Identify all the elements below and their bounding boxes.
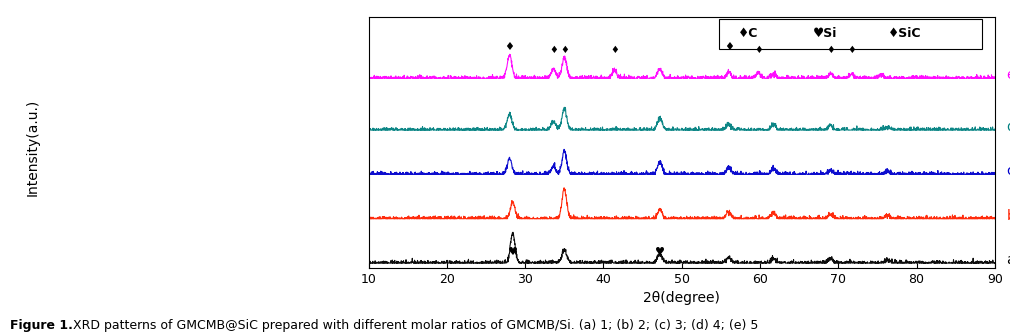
Text: ♦: ♦ (610, 45, 619, 55)
Text: ♥: ♥ (654, 247, 665, 257)
Text: ♦: ♦ (826, 45, 835, 55)
Text: ♦C: ♦C (738, 26, 759, 40)
Text: ♥: ♥ (508, 247, 518, 257)
Text: e: e (1007, 68, 1010, 82)
Text: Intensity(a.u.): Intensity(a.u.) (25, 99, 39, 196)
Text: b: b (1007, 209, 1010, 223)
X-axis label: 2θ(degree): 2θ(degree) (643, 291, 720, 306)
Text: ♥Si: ♥Si (813, 26, 837, 40)
Text: ♦: ♦ (505, 43, 514, 53)
Text: a: a (1007, 253, 1010, 267)
Text: ♦: ♦ (560, 45, 569, 55)
Text: Figure 1.: Figure 1. (10, 319, 73, 332)
Text: ♦: ♦ (549, 45, 558, 55)
FancyBboxPatch shape (719, 19, 983, 50)
Text: ♦: ♦ (724, 43, 733, 53)
Text: ♦: ♦ (847, 45, 856, 55)
Text: XRD patterns of GMCMB@SiC prepared with different molar ratios of GMCMB/Si. (a) : XRD patterns of GMCMB@SiC prepared with … (69, 319, 759, 332)
Text: ♦SiC: ♦SiC (889, 26, 922, 40)
Text: ♦: ♦ (754, 45, 763, 55)
Text: d: d (1007, 120, 1010, 134)
Text: c: c (1007, 164, 1010, 179)
